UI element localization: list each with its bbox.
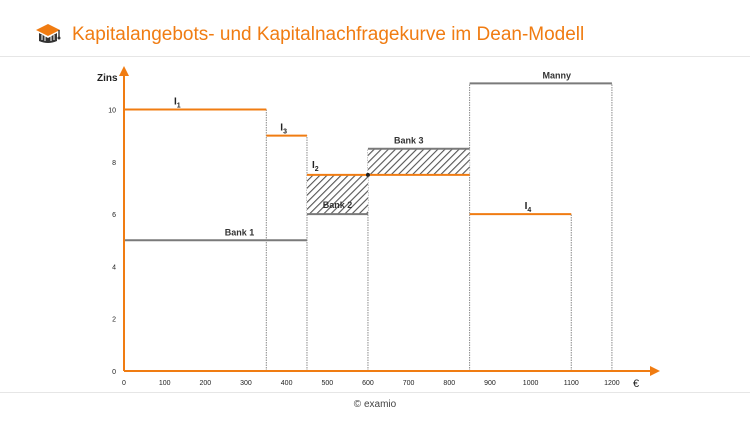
hatched-area [306, 174, 368, 215]
x-axis-arrow-icon [650, 366, 660, 376]
demand-label: I1 [174, 97, 181, 110]
footer-divider [0, 392, 750, 393]
page-title: Kapitalangebots- und Kapitalnachfragekur… [72, 24, 585, 45]
supply-label: Bank 1 [225, 227, 255, 237]
demand-curve [124, 108, 572, 216]
hatched-area [367, 148, 470, 175]
series-labels: I1 I3 I2 I4 Bank 1 Bank 2 Bank 3 Manny [174, 70, 571, 237]
x-tick-label: 900 [484, 380, 496, 387]
x-tick-label: 800 [443, 380, 455, 387]
footer-copyright: © examio [353, 399, 397, 410]
y-tick-label: 10 [108, 108, 116, 115]
y-tick-label: 0 [112, 369, 116, 376]
x-tick-label: 0 [122, 380, 126, 387]
x-tick-label: 1000 [523, 380, 539, 387]
x-tick-label: 700 [403, 380, 415, 387]
x-tick-label: 1100 [564, 380, 579, 387]
y-tick-label: 2 [112, 317, 116, 324]
y-tick-label: 8 [112, 160, 116, 167]
demand-label: I2 [312, 160, 319, 173]
x-tick-label: 600 [362, 380, 374, 387]
dean-model-chart: 0 100 200 300 400 500 600 700 800 900 1000 1100 1200… [97, 66, 660, 390]
supply-label: Bank 2 [323, 200, 353, 210]
equilibrium-point [365, 172, 370, 177]
supply-label: Manny [543, 70, 572, 80]
demand-label: I4 [525, 201, 532, 214]
y-tick-label: 4 [112, 264, 116, 271]
header: Kapitalangebots- und Kapitalnachfragekur… [0, 0, 750, 57]
x-tick-label: 500 [321, 380, 333, 387]
vertical-guides [265, 83, 613, 371]
x-axis-label: € [633, 378, 639, 390]
axes [119, 66, 660, 376]
x-tick-label: 400 [281, 380, 293, 387]
supply-curve [124, 82, 612, 242]
x-tick-label: 100 [159, 380, 171, 387]
hatched-areas [306, 148, 470, 215]
supply-label: Bank 3 [394, 136, 424, 146]
x-tick-label: 200 [199, 380, 211, 387]
y-tick-label: 6 [112, 212, 116, 219]
examio-book-logo-icon [36, 24, 61, 43]
x-tick-label: 1200 [604, 380, 620, 387]
y-axis-label: Zins [97, 73, 118, 84]
y-axis-arrow-icon [119, 66, 129, 76]
tick-labels: 0 100 200 300 400 500 600 700 800 900 1000 1100 1200… [108, 108, 620, 388]
x-tick-label: 300 [240, 380, 252, 387]
demand-label: I3 [280, 123, 287, 136]
